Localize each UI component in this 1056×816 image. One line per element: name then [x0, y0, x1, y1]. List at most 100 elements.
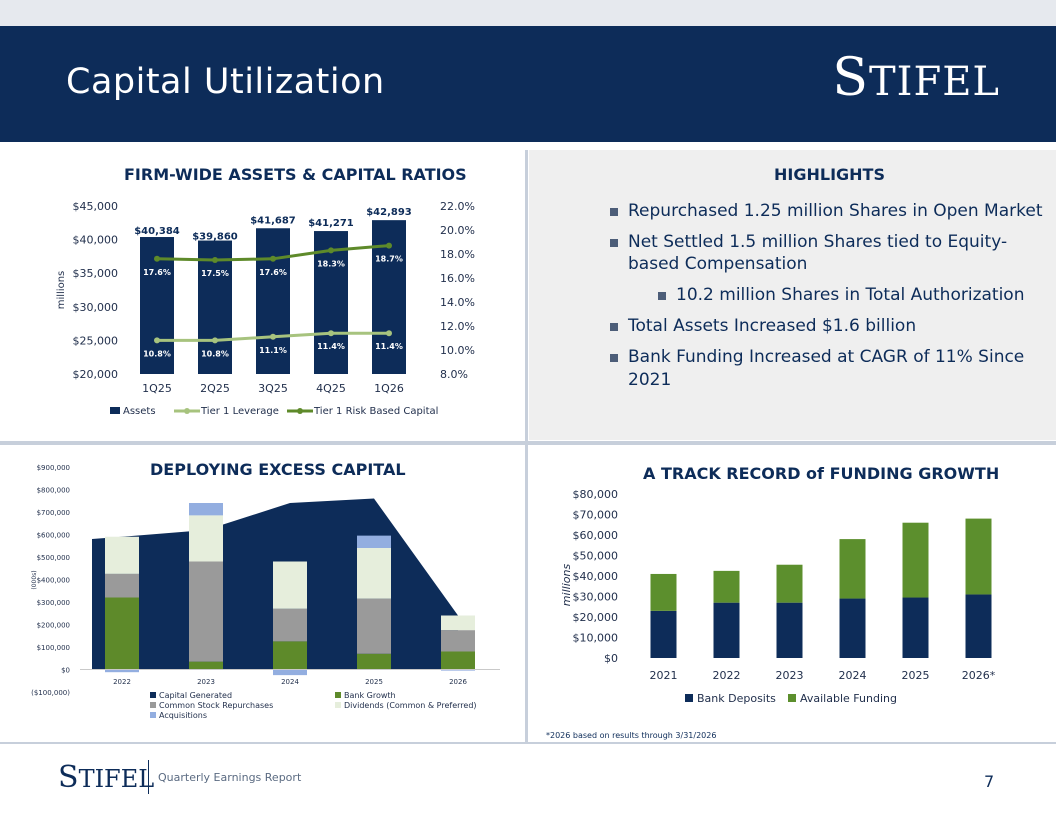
y-tick-label: $0	[604, 652, 618, 665]
x-tick-label: 2024	[281, 678, 299, 686]
footer-logo: STIFEL	[58, 760, 154, 795]
header-bar	[0, 26, 1056, 142]
stacked-bar-segment	[441, 630, 475, 652]
legend-swatch-deposits	[685, 694, 693, 702]
available-funding-bar	[776, 564, 803, 603]
ratio-data-label: 11.1%	[259, 346, 287, 355]
ratio-data-label: 18.3%	[317, 259, 345, 268]
footer-divider	[0, 742, 1056, 744]
bank-deposits-bar	[776, 602, 803, 658]
stacked-bar-segment	[189, 561, 223, 662]
legend-swatch	[335, 702, 341, 708]
ratio-point	[328, 247, 334, 254]
logo-initial: S	[832, 48, 869, 108]
legend-label: Bank Growth	[344, 691, 396, 700]
y-tick-label: $70,000	[573, 509, 619, 522]
highlight-subitem: 10.2 million Shares in Total Authorizati…	[658, 284, 1050, 306]
ratio-point	[154, 337, 160, 344]
chart2-title: DEPLOYING EXCESS CAPITAL	[150, 460, 406, 479]
highlights-list: Repurchased 1.25 million Shares in Open …	[610, 200, 1050, 400]
legend-label: Common Stock Repurchases	[159, 701, 273, 710]
y2-tick-label: 16.0%	[440, 272, 475, 285]
y-tick-label: $400,000	[37, 577, 70, 585]
stacked-bar-segment	[357, 548, 391, 599]
ratio-point	[328, 330, 334, 337]
highlight-item: Net Settled 1.5 million Shares tied to E…	[610, 231, 1050, 275]
legend-swatch	[150, 712, 156, 718]
ratio-data-label: 17.5%	[201, 269, 229, 278]
stacked-bar-segment	[105, 536, 139, 574]
stacked-bar-segment	[357, 653, 391, 670]
vertical-divider	[525, 150, 528, 742]
funding-growth-chart: $80,000 $70,000 $60,000 $50,000 $40,000 $30,0…	[560, 488, 996, 705]
legend-label: Acquisitions	[159, 711, 207, 720]
x-tick-label: 1Q25	[142, 382, 172, 395]
x-tick-label: 2023	[776, 669, 804, 682]
horizontal-divider	[0, 441, 1056, 445]
legend-label: Available Funding	[800, 692, 897, 705]
x-tick-label: 3Q25	[258, 382, 288, 395]
ratio-point	[386, 242, 392, 249]
stacked-bar-segment	[441, 651, 475, 670]
x-tick-label: 2023	[197, 678, 215, 686]
assets-capital-chart: $45,000 $40,000 $35,000 $30,000 $25,000 $20,0…	[56, 200, 475, 417]
bank-deposits-bar	[650, 610, 677, 658]
x-tick-label: 2024	[839, 669, 867, 682]
y-tick-label: $800,000	[37, 487, 70, 495]
available-funding-bar	[902, 522, 929, 598]
y2-tick-label: 10.0%	[440, 344, 475, 357]
x-tick-label: 4Q25	[316, 382, 346, 395]
stacked-bar-segment	[105, 573, 139, 598]
stacked-bar-segment	[105, 597, 139, 670]
legend-label: Tier 1 Risk Based Capital	[313, 406, 438, 417]
x-tick-label: 2022	[713, 669, 741, 682]
bank-deposits-bar	[839, 598, 866, 658]
asset-data-label: $40,384	[134, 226, 180, 237]
ratio-data-label: 10.8%	[143, 349, 171, 358]
ratio-data-label: 17.6%	[143, 268, 171, 277]
y-tick-label: $30,000	[73, 301, 119, 314]
highlights-title: HIGHLIGHTS	[774, 165, 885, 184]
x-tick-label: 1Q26	[374, 382, 404, 395]
page-title: Capital Utilization	[66, 62, 385, 102]
y-tick-label: ($100,000)	[31, 689, 70, 697]
stacked-bar-segment	[441, 615, 475, 631]
y-tick-label: $500,000	[37, 554, 70, 562]
y2-tick-label: 20.0%	[440, 224, 475, 237]
legend-label: Dividends (Common & Preferred)	[344, 701, 477, 710]
stacked-bar-segment	[273, 561, 307, 609]
y-tick-label: $20,000	[73, 368, 119, 381]
footnote: *2026 based on results through 3/31/2026	[546, 731, 717, 740]
ratio-point	[212, 337, 218, 344]
ratio-point	[154, 255, 160, 262]
footer-report-label: Quarterly Earnings Report	[158, 771, 302, 784]
y2-tick-label: 14.0%	[440, 296, 475, 309]
y-tick-label: $30,000	[573, 591, 619, 604]
legend-label: Capital Generated	[159, 691, 232, 700]
y-tick-label: $700,000	[37, 509, 70, 517]
acquisition-segment	[105, 669, 139, 673]
stifel-logo: STIFEL	[832, 48, 1000, 108]
ratio-data-label: 10.8%	[201, 349, 229, 358]
available-funding-bar	[713, 570, 740, 603]
asset-data-label: $39,860	[192, 232, 238, 243]
footer-separator	[148, 760, 149, 794]
y-tick-label: $10,000	[573, 632, 619, 645]
ratio-data-label: 11.4%	[375, 342, 403, 351]
stacked-bar-segment	[189, 515, 223, 562]
x-tick-label: 2Q25	[200, 382, 230, 395]
ratio-point	[212, 257, 218, 263]
bank-deposits-bar	[713, 602, 740, 658]
ratio-data-label: 18.7%	[375, 255, 403, 264]
asset-data-label: $41,687	[250, 215, 296, 226]
legend-swatch-assets	[110, 407, 120, 414]
y-tick-label: $300,000	[37, 599, 70, 607]
x-tick-label: 2026*	[962, 669, 996, 682]
logo-rest: TIFEL	[869, 59, 1000, 105]
stacked-bar-segment	[357, 598, 391, 654]
chart3-title: A TRACK RECORD of FUNDING GROWTH	[643, 464, 1000, 483]
y-tick-label: $45,000	[73, 200, 119, 213]
y-tick-label: $35,000	[73, 267, 119, 280]
y-tick-label: $50,000	[573, 550, 619, 563]
asset-bar	[256, 228, 290, 374]
